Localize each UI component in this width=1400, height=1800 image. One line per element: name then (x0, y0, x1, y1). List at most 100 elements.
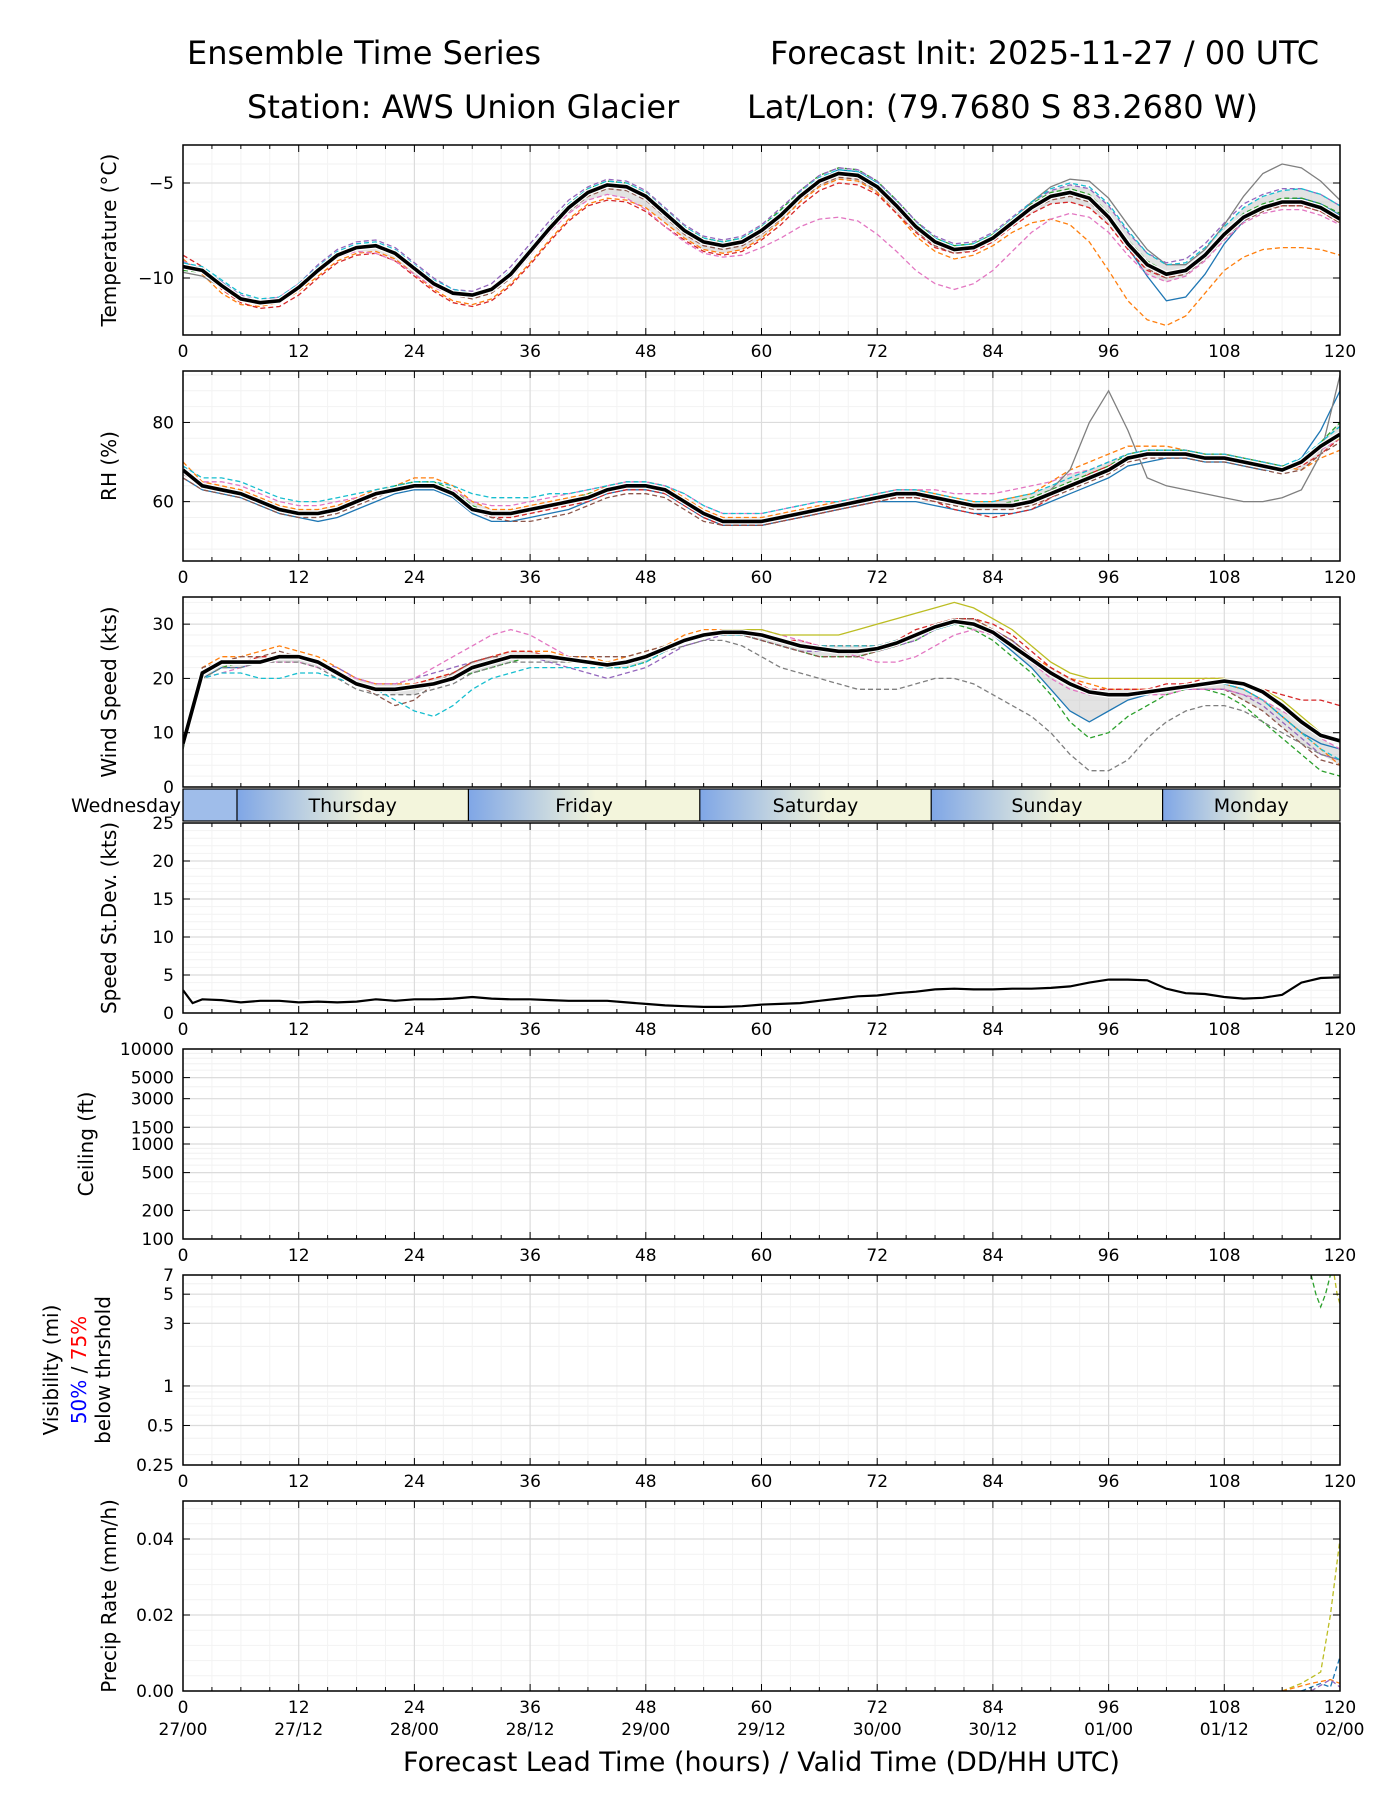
day-segment (931, 789, 1163, 821)
x-tick-label: 48 (635, 1020, 657, 1040)
y-tick-label: 1000 (131, 1135, 174, 1155)
member-line-m7 (183, 193, 1340, 302)
day-segment (236, 789, 469, 821)
x-tick-label: 108 (1208, 342, 1240, 362)
y-tick-label: 0.00 (136, 1682, 174, 1702)
panel-relative_humidity: 0 12 24 36 48 60 72 84 96 108 120 60 80 RH (%) (97, 370, 1356, 588)
member-line-m6 (183, 441, 1340, 527)
x-axis-label: Forecast Lead Time (hours) / Valid Time … (403, 1747, 1120, 1778)
x-tick-label: 12 (288, 1698, 310, 1718)
x-tick-label: 48 (635, 1246, 657, 1266)
p75-label: 75% (67, 1316, 91, 1360)
y-tick-label: 3 (163, 1314, 174, 1334)
x-tick-label: 36 (519, 1472, 541, 1492)
mean-line (183, 976, 1340, 1008)
day-label: Friday (555, 795, 613, 817)
y-tick-label: 80 (152, 413, 174, 433)
y-tick-label: 5 (163, 1285, 174, 1305)
y-axis-label-percentiles: 50% / 75% (67, 1316, 91, 1424)
member-line-m3 (1310, 1275, 1336, 1309)
day-label: Sunday (1011, 795, 1082, 817)
x-tick-label: 108 (1208, 568, 1240, 588)
y-tick-label: −5 (149, 174, 174, 194)
y-tick-label: 0.02 (136, 1606, 174, 1626)
x-tick-label: 0 (178, 1246, 189, 1266)
p50-label: 50% (67, 1380, 91, 1424)
x-tick-label: 120 (1324, 1246, 1356, 1266)
x-tick-label: 84 (982, 1020, 1004, 1040)
x-tick-label: 24 (404, 342, 426, 362)
x-tick-label: 120 (1324, 1698, 1356, 1718)
x-tick-label: 120 (1324, 1472, 1356, 1492)
y-tick-label: 60 (152, 493, 174, 513)
y-axis-label: RH (%) (97, 431, 121, 501)
y-tick-label: 15 (152, 890, 174, 910)
chart-title: Ensemble Time Series (187, 34, 541, 72)
member-line-m9 (1333, 1275, 1340, 1305)
x-tick-label: 0 (178, 568, 189, 588)
valid-time-label: 01/12 (1200, 1720, 1249, 1740)
day-segment (183, 789, 237, 821)
x-tick-label: 84 (982, 1698, 1004, 1718)
x-tick-label: 60 (751, 568, 773, 588)
y-tick-label: 20 (152, 852, 174, 872)
forecast-init: Forecast Init: 2025-11-27 / 00 UTC (770, 34, 1320, 72)
member-line-m2 (183, 178, 1340, 327)
x-tick-label: 36 (519, 1698, 541, 1718)
member-line-m10 (183, 425, 1340, 515)
x-tick-label: 0 (178, 342, 189, 362)
x-tick-label: 24 (404, 1246, 426, 1266)
day-segment (699, 789, 932, 821)
valid-time-label: 29/12 (737, 1720, 786, 1740)
day-label: Monday (1214, 795, 1289, 817)
y-tick-label: 0.5 (147, 1416, 174, 1436)
y-axis-label-below: below thrshold (91, 1296, 115, 1444)
x-tick-label: 60 (751, 1472, 773, 1492)
x-tick-label: 24 (404, 1020, 426, 1040)
x-tick-label: 72 (866, 1472, 888, 1492)
x-tick-label: 48 (635, 342, 657, 362)
panel-precip_rate: 0 12 24 36 48 60 72 84 96 108 120 0.00 0.02 0.04 Preci… (97, 1499, 1356, 1718)
x-tick-label: 72 (866, 568, 888, 588)
panel-visibility: 0 12 24 36 48 60 72 84 96 108 120 0.25 0.5 1 3 57 Visibi… (39, 1266, 1356, 1492)
x-tick-label: 12 (288, 1020, 310, 1040)
y-axis-label: Temperature (°C) (97, 154, 121, 328)
x-tick-label: 108 (1208, 1246, 1240, 1266)
x-tick-label: 0 (178, 1020, 189, 1040)
x-tick-label: 120 (1324, 342, 1356, 362)
x-tick-label: 60 (751, 1698, 773, 1718)
valid-time-label: 01/00 (1084, 1720, 1133, 1740)
x-tick-label: 48 (635, 1472, 657, 1492)
y-tick-label: 10 (152, 724, 174, 744)
x-tick-label: 96 (1098, 568, 1120, 588)
y-axis-label: Ceiling (ft) (74, 1092, 98, 1197)
x-tick-label: 12 (288, 1472, 310, 1492)
day-segment (1162, 789, 1340, 821)
x-tick-label: 96 (1098, 1698, 1120, 1718)
y-axis-label: Precip Rate (mm/h) (97, 1499, 121, 1693)
y-tick-label: 1 (163, 1377, 174, 1397)
x-tick-label: 96 (1098, 1472, 1120, 1492)
y-tick-label: 200 (142, 1201, 174, 1221)
x-tick-label: 84 (982, 1246, 1004, 1266)
member-line-m9 (1281, 1538, 1340, 1691)
x-tick-label: 36 (519, 568, 541, 588)
day-segment (468, 789, 700, 821)
day-band: Wednesday Thursday Friday Saturday Sunday Mon… (71, 788, 1341, 822)
x-tick-label: 60 (751, 342, 773, 362)
y-tick-label: −10 (138, 269, 174, 289)
member-line-m8 (183, 639, 1340, 772)
x-tick-label: 24 (404, 1698, 426, 1718)
y-tick-label: 30 (152, 615, 174, 635)
y-tick-label: 1500 (131, 1118, 174, 1138)
x-tick-label: 36 (519, 1246, 541, 1266)
y-tick-label: 10000 (120, 1040, 174, 1060)
x-tick-label: 96 (1098, 1020, 1120, 1040)
y-tick-label: 5 (163, 966, 174, 986)
plot-area (183, 163, 1340, 327)
x-tick-label: 60 (751, 1246, 773, 1266)
x-tick-label: 0 (178, 1472, 189, 1492)
mean-line (183, 619, 1340, 745)
percentile-separator: / (67, 1360, 91, 1379)
valid-time-label: 28/12 (506, 1720, 555, 1740)
